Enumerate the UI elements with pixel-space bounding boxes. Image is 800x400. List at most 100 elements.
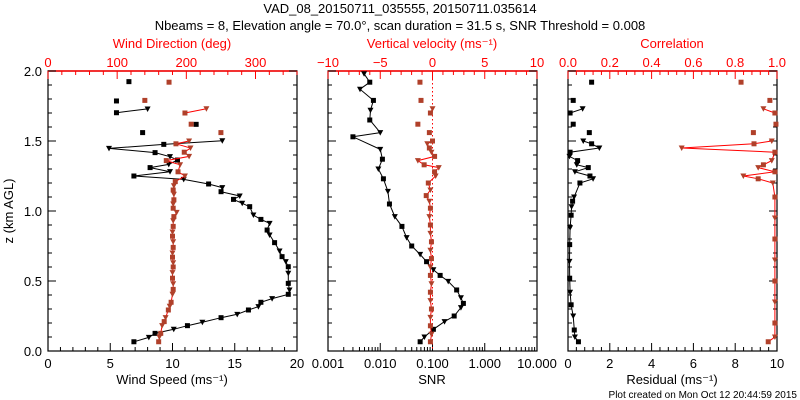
x-tick-label: 2	[606, 356, 613, 371]
vertical-velocity-point	[432, 153, 438, 159]
wind-direction-point	[166, 79, 172, 85]
vertical-velocity-point	[432, 169, 438, 175]
residual-point	[575, 339, 581, 345]
panel-0: 0.00.51.01.52.00 5 10 15 200 100 200 300	[24, 55, 304, 371]
wind-direction-point	[166, 303, 173, 310]
residual-point	[589, 141, 595, 147]
wind-speed-point	[126, 79, 132, 85]
y-tick-label: 0.5	[24, 274, 42, 289]
wind-speed-point	[131, 173, 137, 179]
vertical-velocity-point	[426, 145, 432, 151]
snr-point	[430, 267, 437, 273]
wind-direction-point	[170, 191, 177, 198]
snr-point	[424, 259, 430, 265]
residual-point	[570, 313, 577, 319]
y-tick-label: 1.5	[24, 134, 42, 149]
residual-point	[585, 165, 591, 171]
residual-point	[571, 169, 578, 175]
wind-speed-point	[234, 311, 241, 318]
x-tick-label: 1.000	[468, 356, 501, 371]
wind-direction-point	[181, 149, 187, 155]
wind-direction-point	[170, 223, 176, 229]
wind-speed-point	[152, 330, 158, 336]
wind-speed-point	[269, 296, 276, 302]
plot-frame	[47, 70, 298, 352]
wind-direction-axis-title: Wind Direction (deg)	[113, 36, 232, 51]
wind-speed-point	[285, 264, 291, 270]
wind-speed-point	[140, 130, 146, 136]
wind-speed-point	[285, 280, 291, 286]
wind-direction-point	[170, 254, 175, 260]
snr-point	[409, 243, 415, 249]
vertical-velocity-point	[428, 281, 435, 287]
residual-point	[566, 258, 573, 265]
wind-direction-point	[170, 264, 176, 270]
x-tick-label: 0.001	[312, 356, 345, 371]
x-tick-label: 0	[44, 356, 51, 371]
wind-speed-axis-title: Wind Speed (ms⁻¹)	[116, 372, 228, 387]
wind-speed-point	[231, 196, 237, 202]
correlation-point	[768, 158, 775, 164]
wind-direction-point	[170, 286, 176, 292]
x-tick-label: 20	[290, 356, 304, 371]
snr-point	[367, 107, 374, 114]
correlation-point	[755, 165, 762, 171]
residual-point	[567, 225, 574, 231]
residual-point	[587, 173, 593, 179]
vertical-velocity-point	[427, 339, 433, 345]
wind-speed-point	[161, 141, 167, 147]
wind-speed-point	[170, 326, 177, 333]
correlation-point	[751, 141, 757, 147]
wind-direction-point	[175, 169, 181, 175]
correlation-point	[767, 97, 773, 103]
vertical-velocity-point	[427, 323, 433, 329]
correlation-point	[773, 121, 779, 127]
wind-speed-point	[239, 200, 246, 207]
wind-speed-point	[250, 212, 257, 219]
wind-direction-point	[165, 307, 171, 313]
wind-speed-point	[184, 323, 190, 329]
snr-point	[460, 300, 466, 306]
wind-direction-point	[169, 291, 176, 298]
wind-direction-point	[169, 270, 176, 276]
y-axis-title: z (km AGL)	[1, 178, 16, 243]
wind-direction-line	[184, 108, 207, 114]
correlation-point	[771, 299, 778, 305]
snr-point	[350, 134, 356, 140]
wind-speed-point	[152, 150, 158, 156]
wind-speed-point	[286, 287, 293, 293]
wind-speed-point	[174, 157, 180, 163]
snr-point	[377, 146, 384, 153]
residual-point	[579, 106, 586, 112]
wind-direction-point	[171, 214, 177, 220]
vertical-velocity-point	[430, 138, 435, 144]
vertical-velocity-point	[427, 272, 433, 278]
wind-direction-point	[181, 173, 188, 179]
snr-point	[384, 188, 391, 195]
x-tick-label: 0.010	[364, 356, 397, 371]
wind-speed-point	[206, 181, 212, 187]
wind-direction-point	[170, 275, 175, 281]
vertical-velocity-point	[432, 173, 439, 179]
panel-1: 0.001 0.010 0.100 1.000 10.000 −10 −5 0 5 10	[312, 55, 557, 371]
wind-speed-point	[266, 232, 273, 238]
wind-speed-line	[108, 140, 291, 343]
vertical-velocity-point	[415, 121, 421, 127]
chart-subtitle: Nbeams = 8, Elevation angle = 70.0°, sca…	[155, 18, 646, 33]
x-tick-label: 6	[690, 356, 697, 371]
snr-point	[367, 79, 373, 85]
correlation-point	[771, 257, 778, 263]
wind-speed-point	[147, 165, 153, 171]
wind-direction-point	[158, 330, 164, 336]
vertical-velocity-point	[428, 256, 434, 262]
correlation-point	[772, 278, 778, 284]
snr-point	[441, 319, 448, 325]
snr-point	[357, 86, 364, 93]
vertical-velocity-point	[426, 198, 433, 205]
top-tick-label: 100	[106, 55, 128, 70]
y-tick-label: 1.0	[24, 204, 42, 219]
correlation-point	[738, 79, 744, 85]
vertical-velocity-point	[426, 214, 433, 220]
snr-point	[454, 287, 460, 293]
correlation-point	[768, 138, 775, 144]
